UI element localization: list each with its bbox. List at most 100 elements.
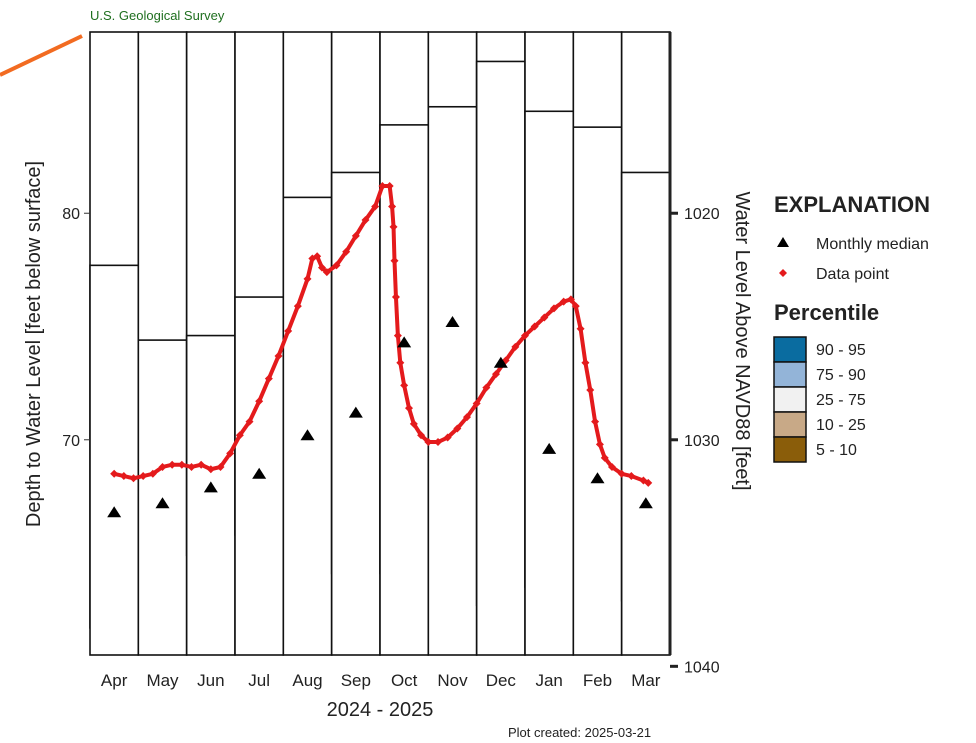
data-point [206,465,215,474]
y2-tick-label: 1020 [684,206,720,223]
median-marker [252,467,267,479]
legend-swatch [773,361,807,388]
data-point [453,424,462,433]
data-point [409,419,418,428]
median-marker [203,481,218,493]
y-tick-label: 70 [62,433,80,450]
legend-item-label: 10 - 25 [816,417,866,434]
band-below-5 [185,334,236,656]
median-marker [542,442,557,454]
x-tick-label: Apr [101,671,128,690]
median-marker [590,472,605,484]
data-point [472,399,481,408]
median-markers [107,315,653,518]
band-below-5 [379,124,430,656]
legend-swatch [773,436,807,463]
data-point [119,472,128,481]
x-tick-label: Sep [341,671,371,690]
data-point [351,231,360,240]
data-point [608,462,616,471]
data-point [388,202,397,211]
data-point [434,438,442,447]
data-point [600,453,609,462]
data-point [284,327,293,336]
legend-title: EXPLANATION [774,192,930,217]
legend-item-label: 5 - 10 [816,442,857,459]
band-below-5 [620,171,671,656]
data-point [617,469,626,478]
data-point [361,216,370,225]
data-point [385,182,394,191]
data-point [197,460,206,469]
data-point [393,331,402,340]
x-tick-label: Jul [248,671,270,690]
y-tick-label: 80 [62,206,80,223]
x-tick-label: Jun [197,671,224,690]
data-point [586,385,595,394]
data-point [303,274,312,283]
legend-swatch [773,336,807,363]
data-point [318,263,326,272]
data-point [264,374,273,383]
median-marker [493,356,508,368]
data-point [492,370,500,379]
band-below-5 [427,105,478,656]
x-axis-title: 2024 - 2025 [327,699,434,721]
data-point [129,474,138,483]
data-point [443,433,452,442]
median-marker [397,336,412,348]
y2-axis-title: Water Level Above NAVD88 [feet] [731,191,753,490]
data-point [521,331,529,340]
data-point [559,297,568,306]
median-marker [638,497,653,509]
band-below-5 [572,126,623,656]
data-point [322,268,331,277]
legend-item-label: 90 - 95 [816,342,866,359]
data-point [389,222,398,231]
data-point [644,478,653,487]
percentile-bands [89,31,671,656]
data-point [255,397,264,406]
plot-created-note: Plot created: 2025-03-21 [508,725,651,740]
legend-percentile-title: Percentile [774,300,879,325]
data-point [332,261,341,270]
data-point [405,404,413,413]
legend-median-marker [777,237,789,247]
data-point [400,381,409,390]
legend-item-label: 25 - 75 [816,392,866,409]
data-point [371,202,380,211]
band-below-5 [282,196,333,656]
logo-line [0,34,83,77]
x-tick-label: Feb [583,671,612,690]
data-point [274,351,283,360]
x-tick-label: Mar [631,671,661,690]
data-point [235,431,244,440]
data-point [390,256,399,265]
x-tick-label: May [146,671,179,690]
y2-tick-label: 1030 [684,433,720,450]
data-point [391,293,400,302]
data-point [148,469,157,478]
legend-swatch [773,386,807,413]
legend-item-label: 75 - 90 [816,367,866,384]
median-marker [348,406,363,418]
data-point [550,304,558,313]
median-marker [107,506,122,518]
data-point [216,462,225,471]
data-point [110,469,119,478]
data-point [463,413,471,422]
data-point [566,295,575,304]
data-point [424,438,433,447]
data-point [158,462,167,471]
data-point [595,440,604,449]
data-series [110,182,653,487]
legend-data-label: Data point [816,266,889,283]
legend: EXPLANATION Monthly median Data point Pe… [773,192,930,463]
data-point [308,254,317,263]
x-tick-label: Oct [391,671,418,690]
data-point [168,460,177,469]
data-point [313,252,322,261]
data-point [293,302,302,311]
median-marker [300,429,315,441]
data-point [530,322,539,331]
